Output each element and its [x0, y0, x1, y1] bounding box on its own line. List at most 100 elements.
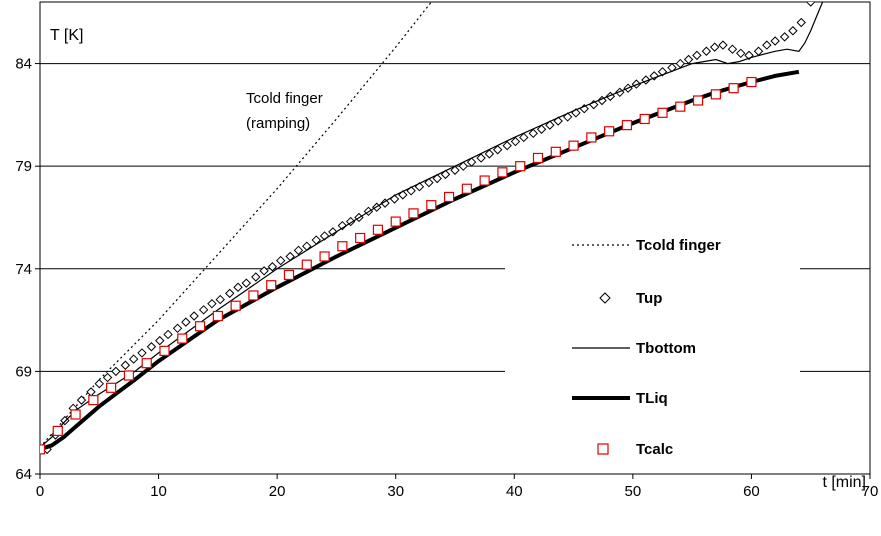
legend-label-tcalc: Tcalc — [636, 441, 673, 458]
point-tcalc — [319, 251, 330, 262]
point-tcalc — [408, 208, 419, 219]
y-axis-label: T [K] — [50, 27, 84, 44]
point-tcalc — [515, 161, 526, 172]
x-tick-label: 70 — [862, 483, 879, 500]
x-tick-label: 0 — [36, 483, 44, 500]
point-tup — [380, 198, 390, 208]
x-tick-label: 30 — [387, 483, 404, 500]
point-tup — [128, 354, 139, 364]
point-tup — [605, 91, 616, 102]
point-tup — [476, 153, 486, 163]
point-tcalc — [70, 409, 81, 420]
point-tcalc — [283, 269, 295, 281]
point-tcalc — [568, 140, 579, 151]
point-tup — [111, 366, 121, 377]
point-tup — [770, 36, 780, 46]
x-tick-labels: 0 10 20 30 40 50 60 70 — [36, 483, 879, 500]
point-tup — [225, 288, 235, 299]
point-tcalc — [639, 113, 650, 125]
point-tcalc — [675, 101, 686, 112]
point-tup — [215, 294, 225, 305]
x-tick-label: 50 — [625, 483, 642, 500]
point-tcalc — [266, 280, 277, 291]
point-tup — [466, 157, 477, 167]
x-tick-label: 20 — [269, 483, 286, 500]
point-tcalc — [212, 310, 223, 322]
point-tup — [241, 278, 252, 288]
series-line-tliq — [40, 69, 800, 452]
x-tick-label: 40 — [506, 483, 523, 500]
point-tup — [631, 79, 642, 89]
point-tup — [492, 145, 503, 155]
legend-swatch-tup — [599, 292, 611, 304]
point-tup — [806, 2, 816, 7]
annotation-line-2: (ramping) — [246, 115, 310, 132]
point-tcalc — [248, 290, 259, 301]
point-tcalc — [106, 382, 117, 393]
point-tup — [649, 71, 659, 81]
legend-label-tbottom: Tbottom — [636, 340, 696, 357]
point-tup — [536, 124, 547, 134]
point-tcalc — [550, 146, 561, 157]
point-tcalc — [532, 152, 544, 164]
point-tcalc — [746, 76, 757, 88]
point-tup — [233, 282, 243, 292]
point-tcalc — [461, 183, 472, 194]
point-tup — [788, 26, 798, 36]
point-tcalc — [586, 132, 597, 143]
point-tcalc — [40, 444, 46, 455]
point-tup — [345, 216, 356, 227]
y-tick-label: 79 — [15, 158, 32, 175]
point-tup — [510, 136, 521, 147]
point-tup — [736, 48, 746, 59]
point-tup — [181, 317, 191, 327]
point-tup — [163, 329, 173, 340]
point-tcalc — [497, 167, 508, 178]
point-tup — [189, 311, 199, 321]
point-tcalc — [443, 191, 455, 203]
point-tup — [597, 95, 607, 106]
point-tup — [553, 116, 563, 126]
point-tup — [484, 149, 495, 159]
point-tcalc — [88, 395, 99, 406]
series-layer — [40, 2, 824, 455]
point-tup — [727, 44, 738, 54]
point-tup — [76, 395, 87, 405]
point-tcalc — [604, 126, 615, 137]
point-tcalc — [355, 232, 366, 244]
point-tup — [275, 255, 286, 266]
point-tcalc — [390, 216, 401, 227]
legend-swatch-tcalc — [597, 443, 609, 455]
point-tcalc — [230, 300, 241, 311]
point-tup — [709, 42, 720, 52]
point-tup — [692, 50, 702, 61]
point-tup — [528, 128, 538, 139]
legend-label-tliq: TLiq — [636, 390, 668, 407]
point-tcalc — [710, 89, 721, 100]
point-tcalc — [426, 200, 437, 211]
point-tcalc — [52, 425, 63, 437]
legend-box — [505, 228, 800, 464]
point-tup — [146, 342, 157, 352]
point-tup — [502, 140, 512, 151]
point-tcalc — [337, 241, 348, 252]
series-group — [40, 2, 824, 455]
point-tcalc — [728, 83, 739, 94]
axis-ticks — [35, 63, 871, 479]
point-tup — [137, 348, 147, 358]
point-tup — [259, 266, 269, 276]
point-tup — [267, 262, 278, 272]
point-tup — [293, 245, 304, 256]
point-tcalc — [657, 107, 668, 118]
y-tick-label: 69 — [15, 363, 32, 380]
point-tup — [458, 161, 469, 171]
y-tick-label: 64 — [15, 466, 32, 483]
point-tup — [701, 46, 712, 56]
point-tup — [424, 177, 434, 188]
point-tup — [155, 335, 165, 346]
x-tick-label: 60 — [743, 483, 760, 500]
point-tcalc — [141, 358, 152, 369]
point-tcalc — [621, 120, 633, 131]
y-tick-label: 84 — [15, 56, 32, 73]
point-tup — [519, 132, 529, 143]
